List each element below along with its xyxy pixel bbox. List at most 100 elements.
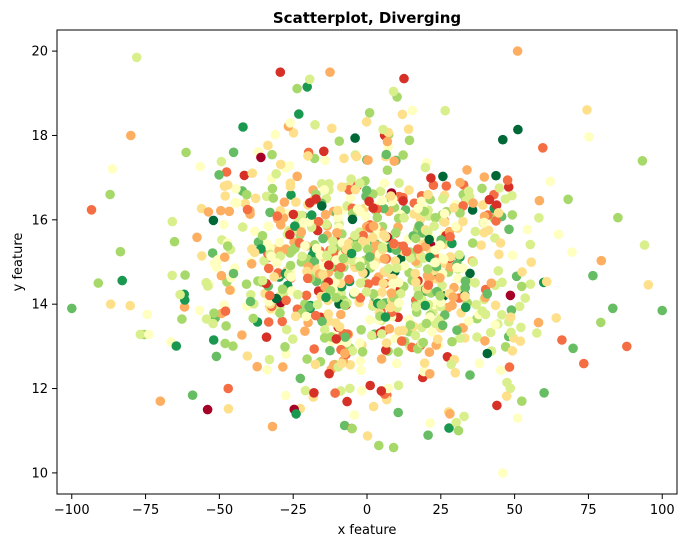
scatter-point xyxy=(478,200,488,210)
scatter-point xyxy=(377,287,387,298)
scatter-point xyxy=(275,220,286,230)
scatter-point xyxy=(339,153,349,164)
scatter-point xyxy=(374,440,384,451)
scatter-point xyxy=(379,178,390,189)
scatter-point xyxy=(220,306,231,317)
scatter-point xyxy=(257,275,268,286)
scatter-point xyxy=(131,52,142,63)
scatter-point xyxy=(470,278,480,288)
scatter-point xyxy=(242,351,253,361)
scatter-point xyxy=(242,204,253,215)
scatter-point xyxy=(285,260,296,271)
scatter-point xyxy=(379,203,389,214)
y-tick-label: 16 xyxy=(31,213,48,228)
scatter-point xyxy=(219,252,230,262)
scatter-point xyxy=(379,253,390,264)
scatter-point xyxy=(346,174,356,184)
scatter-point xyxy=(516,281,527,292)
scatter-point xyxy=(491,216,501,226)
scatter-point xyxy=(394,298,404,308)
scatter-point xyxy=(377,195,388,206)
scatter-point xyxy=(498,134,508,145)
scatter-point xyxy=(265,207,275,218)
y-tick-label: 20 xyxy=(31,45,48,60)
scatter-point xyxy=(237,222,248,232)
scatter-point xyxy=(447,336,457,347)
scatter-point xyxy=(420,300,431,311)
scatter-point xyxy=(525,239,536,250)
scatter-point xyxy=(435,273,445,283)
scatter-point xyxy=(423,226,433,237)
scatter-point xyxy=(332,228,342,238)
scatter-point xyxy=(105,189,115,200)
scatter-point xyxy=(378,278,389,289)
scatter-point xyxy=(538,143,548,153)
scatter-point xyxy=(563,194,573,205)
scatter-point xyxy=(507,190,517,201)
scatter-point xyxy=(105,299,116,310)
scatter-point xyxy=(238,122,248,132)
scatter-point xyxy=(355,356,366,366)
scatter-point xyxy=(267,421,278,432)
scatter-point xyxy=(479,172,490,182)
scatter-point xyxy=(460,291,470,302)
x-tick-label: −75 xyxy=(132,503,159,518)
scatter-point xyxy=(494,249,504,260)
scatter-point xyxy=(429,221,440,231)
scatter-point xyxy=(467,205,478,215)
scatter-point xyxy=(107,164,118,174)
scatter-point xyxy=(480,336,490,346)
scatter-point xyxy=(313,216,324,227)
scatter-point xyxy=(520,293,530,303)
scatter-point xyxy=(167,216,178,227)
y-tick-label: 12 xyxy=(31,382,48,397)
scatter-point xyxy=(355,261,365,272)
scatter-point xyxy=(497,310,507,320)
scatter-point xyxy=(286,190,296,200)
scatter-point xyxy=(356,386,367,396)
scatter-point xyxy=(327,123,337,134)
scatter-point xyxy=(211,351,222,362)
scatter-point xyxy=(249,247,260,258)
scatter-point xyxy=(262,365,273,375)
scatter-point xyxy=(300,385,311,396)
scatter-point xyxy=(325,67,335,77)
scatter-point xyxy=(179,302,190,312)
scatter-point xyxy=(584,132,594,142)
scatter-point xyxy=(237,330,247,340)
scatter-point xyxy=(364,108,375,118)
scatter-point xyxy=(479,217,489,228)
scatter-point xyxy=(423,430,433,441)
scatter-point xyxy=(506,305,517,315)
scatter-point xyxy=(246,259,257,269)
scatter-point xyxy=(513,124,523,135)
scatter-point xyxy=(470,226,481,237)
scatter-point xyxy=(435,240,445,250)
scatter-point xyxy=(376,354,387,364)
scatter-point xyxy=(311,243,322,254)
scatter-point xyxy=(241,279,252,290)
scatter-point xyxy=(228,268,239,279)
scatter-point xyxy=(463,316,474,327)
scatter-point xyxy=(459,411,469,422)
scatter-point xyxy=(440,105,451,116)
scatter-point xyxy=(582,105,592,115)
scatter-point xyxy=(228,147,239,158)
scatter-point xyxy=(533,317,544,328)
scatter-point xyxy=(320,155,330,166)
scatter-point xyxy=(386,191,396,201)
scatter-point xyxy=(252,361,262,372)
scatter-point xyxy=(361,185,372,196)
scatter-point xyxy=(361,287,372,297)
scatter-point xyxy=(357,236,368,247)
scatter-point xyxy=(512,46,523,56)
scatter-point xyxy=(539,388,549,398)
scatter-point xyxy=(366,330,377,341)
scatter-point xyxy=(405,320,416,330)
scatter-point xyxy=(490,320,501,330)
scatter-point xyxy=(340,300,350,311)
scatter-point xyxy=(445,409,455,419)
scatter-point xyxy=(368,221,379,231)
scatter-point xyxy=(360,211,371,222)
